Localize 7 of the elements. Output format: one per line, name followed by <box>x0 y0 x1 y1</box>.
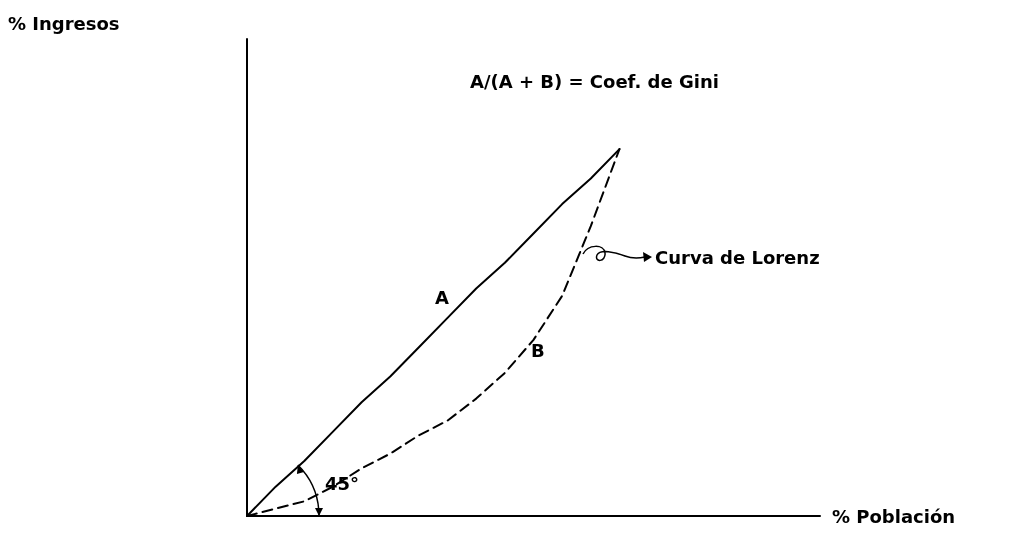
x-axis-title: % Población <box>832 505 956 527</box>
annotation: A <box>435 286 449 308</box>
annotation: B <box>531 339 545 361</box>
annotation: 45° <box>325 472 360 494</box>
annotation: Curva de Lorenz <box>655 246 820 268</box>
text: A/(A + B) = Coef. de Gini <box>470 70 719 92</box>
text: % Ingresos <box>8 12 120 34</box>
